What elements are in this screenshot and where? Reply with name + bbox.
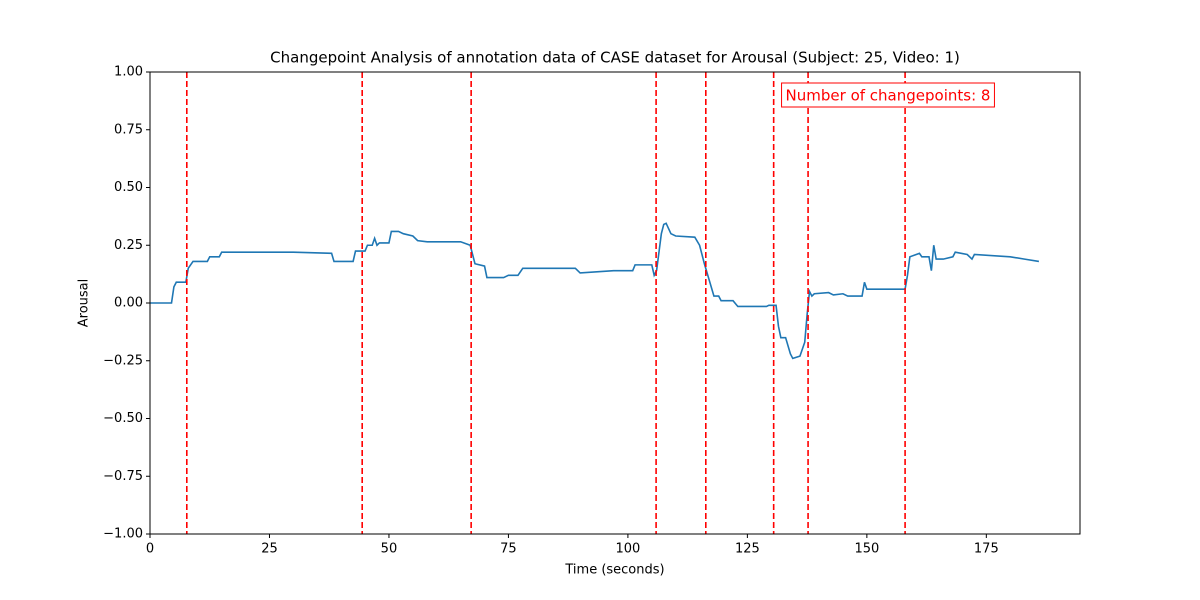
y-tick-label: −0.25 [103,353,143,368]
x-tick-label: 175 [974,542,999,557]
y-tick-label: −0.50 [103,411,143,426]
y-tick-label: −1.00 [103,527,143,542]
x-tick-label: 0 [146,542,154,557]
x-tick-label: 25 [261,542,278,557]
x-axis-label: Time (seconds) [564,563,664,578]
x-tick-label: 150 [854,542,879,557]
y-tick-label: 1.00 [114,65,143,80]
chart-title: Changepoint Analysis of annotation data … [270,49,960,67]
x-tick-label: 75 [500,542,517,557]
annotation-box [781,82,995,108]
data-line [150,222,1040,360]
y-tick-label: 0.00 [114,296,143,311]
y-tick-label: 0.25 [114,238,143,253]
y-tick-label: 0.75 [114,122,143,137]
x-tick-label: 100 [615,542,640,557]
x-tick-label: 50 [381,542,398,557]
plot-frame [149,71,1081,535]
y-tick-label: 0.50 [114,180,143,195]
annotation: Number of changepoints: 8 [786,87,991,105]
x-tick-label: 125 [735,542,760,557]
y-axis-label: Arousal [77,279,92,328]
y-tick-label: −0.75 [103,469,143,484]
